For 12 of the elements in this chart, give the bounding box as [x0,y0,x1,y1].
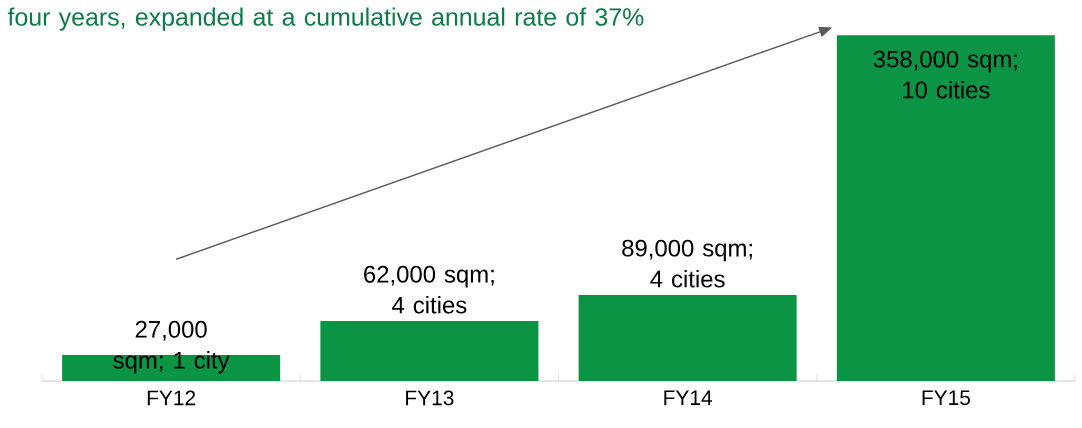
x-tick-label: FY14 [664,390,713,405]
data-label: 27,000 sqm; 1 city [113,320,230,374]
bar [578,295,797,381]
text: four years, expanded at a cumulative annual rate of 37% [7,7,644,31]
data-label: 62,000 sqm; 4 cities [364,265,494,314]
x-tick-label: FY13 [406,390,454,406]
bar [836,35,1055,381]
bar [320,321,539,381]
data-label: 358,000 sqm; 10 cities [873,50,1017,99]
x-tick-label: FY15 [922,390,970,406]
data-label: 89,000 sqm; 4 cities [622,239,752,288]
x-tick-label: FY12 [147,390,196,406]
